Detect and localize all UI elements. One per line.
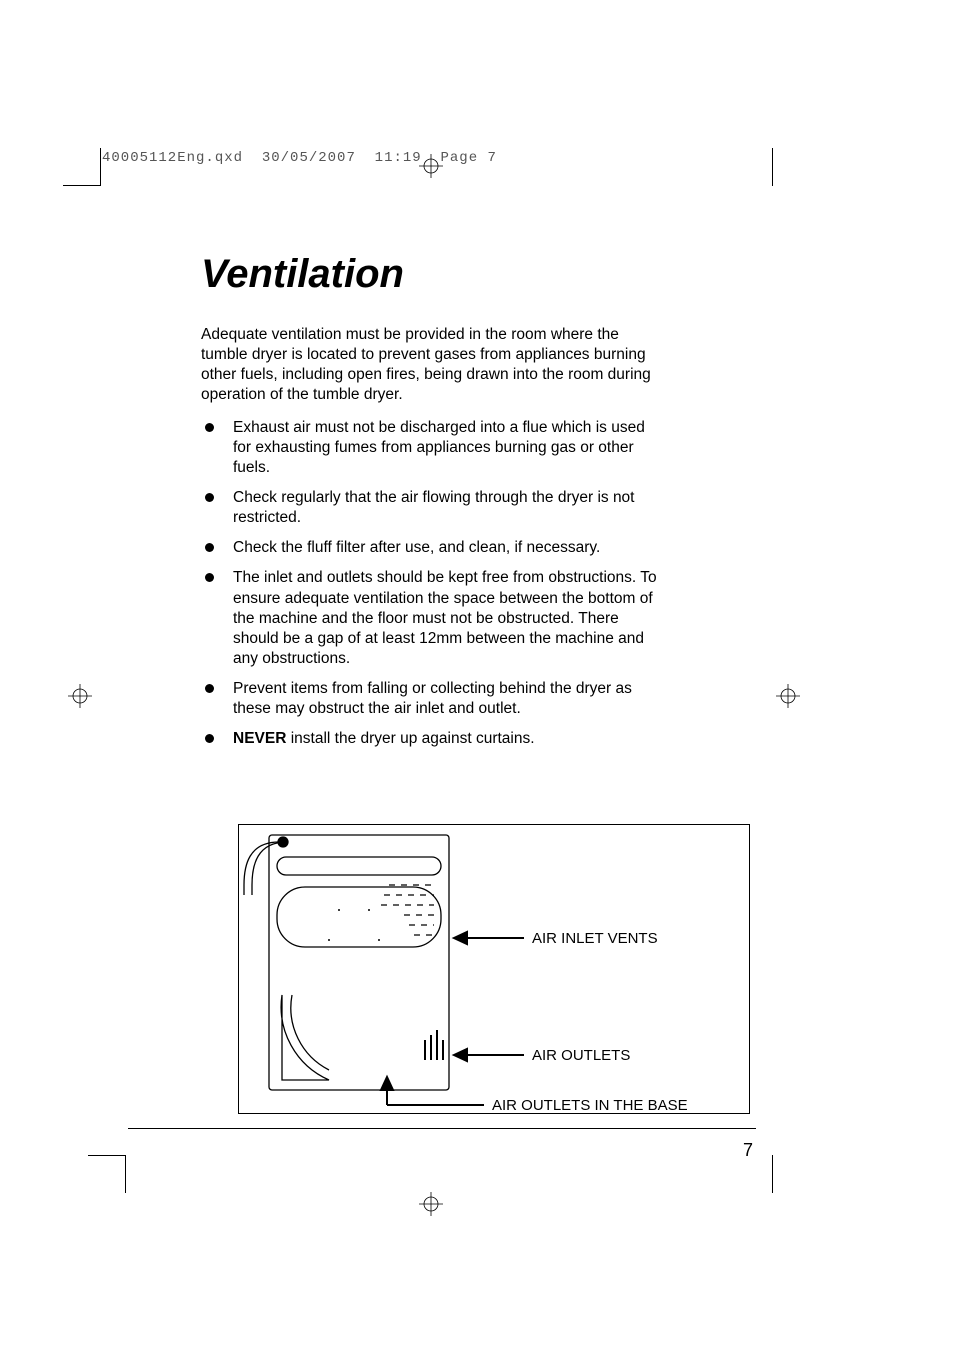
crop-mark-bottom-left bbox=[88, 1155, 126, 1193]
bullet-icon bbox=[205, 493, 214, 502]
footer-rule bbox=[128, 1128, 756, 1129]
print-header: 40005112Eng.qxd 30/05/2007 11:19 Page 7 bbox=[102, 150, 497, 166]
list-text: Exhaust air must not be discharged into … bbox=[233, 419, 645, 476]
list-text: The inlet and outlets should be kept fre… bbox=[233, 569, 657, 667]
ventilation-diagram: AIR INLET VENTS AIR OUTLETS AIR OUTLETS … bbox=[238, 824, 750, 1114]
bullet-icon bbox=[205, 684, 214, 693]
page-content: Ventilation Adequate ventilation must be… bbox=[201, 252, 755, 760]
bullet-icon bbox=[205, 423, 214, 432]
label-base: AIR OUTLETS IN THE BASE bbox=[492, 1097, 688, 1114]
bullet-icon bbox=[205, 573, 214, 582]
bullet-icon bbox=[205, 734, 214, 743]
label-outlet: AIR OUTLETS bbox=[532, 1047, 630, 1064]
bullet-list: Exhaust air must not be discharged into … bbox=[201, 418, 755, 750]
list-item: Prevent items from falling or collecting… bbox=[201, 679, 663, 719]
diagram-svg bbox=[239, 825, 751, 1115]
label-inlet: AIR INLET VENTS bbox=[532, 930, 658, 947]
header-time: 11:19 bbox=[375, 150, 422, 166]
list-item: The inlet and outlets should be kept fre… bbox=[201, 568, 663, 669]
crop-mark-top-right bbox=[772, 148, 786, 186]
page-title: Ventilation bbox=[201, 252, 755, 297]
header-date: 30/05/2007 bbox=[262, 150, 356, 166]
list-item: Check the fluff filter after use, and cl… bbox=[201, 538, 663, 558]
header-pagelabel: Page 7 bbox=[441, 150, 497, 166]
list-text: Check regularly that the air flowing thr… bbox=[233, 489, 635, 526]
page-number: 7 bbox=[743, 1140, 753, 1161]
list-item: Exhaust air must not be discharged into … bbox=[201, 418, 663, 478]
bullet-icon bbox=[205, 543, 214, 552]
list-item: NEVER install the dryer up against curta… bbox=[201, 729, 663, 749]
list-bold: NEVER bbox=[233, 730, 286, 747]
registration-mark-bottom bbox=[419, 1192, 443, 1221]
header-filename: 40005112Eng.qxd bbox=[102, 150, 243, 166]
registration-mark-left bbox=[68, 684, 92, 713]
intro-paragraph: Adequate ventilation must be provided in… bbox=[201, 325, 661, 406]
crop-mark-top-left bbox=[63, 148, 101, 186]
list-text: Check the fluff filter after use, and cl… bbox=[233, 539, 600, 556]
crop-mark-bottom-right bbox=[772, 1155, 786, 1193]
list-text: Prevent items from falling or collecting… bbox=[233, 680, 632, 717]
list-text: install the dryer up against curtains. bbox=[286, 730, 534, 747]
list-item: Check regularly that the air flowing thr… bbox=[201, 488, 663, 528]
registration-mark-right bbox=[776, 684, 800, 713]
